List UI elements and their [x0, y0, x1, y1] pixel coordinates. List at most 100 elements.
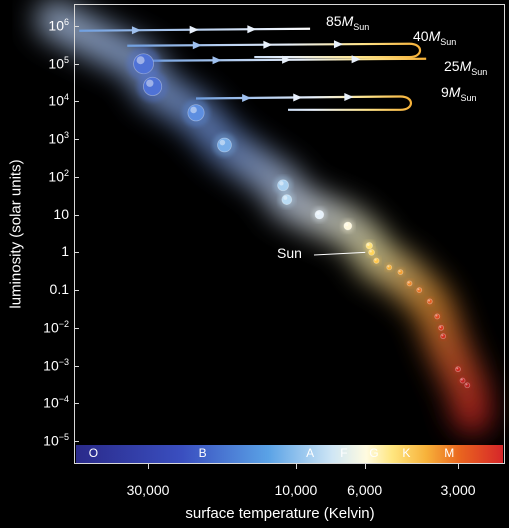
evolutionary-tracks	[79, 25, 427, 111]
y-tick-label: 0.1	[49, 281, 69, 298]
track-arrow	[282, 55, 292, 64]
spectral-class-b: B	[198, 446, 207, 460]
spectral-class-g: G	[369, 446, 379, 460]
y-tick-mark	[74, 441, 79, 442]
sun-pointer-line	[313, 251, 366, 256]
track-line	[196, 95, 413, 111]
track-arrow	[242, 93, 252, 102]
x-tick-label: 3,000	[440, 482, 476, 498]
x-tick-mark	[295, 463, 297, 469]
star-highlight	[316, 211, 320, 215]
track-arrow	[247, 25, 257, 34]
y-tick-label: 10−3	[43, 356, 69, 374]
track-label: 85MSun	[326, 13, 369, 32]
star-highlight	[398, 270, 401, 273]
track-label: 40MSun	[413, 28, 456, 47]
star-point	[373, 257, 380, 264]
star-point	[397, 269, 404, 275]
y-tick-mark	[74, 63, 79, 65]
star-point	[343, 221, 353, 231]
x-axis-label: surface temperature (Kelvin)	[185, 505, 375, 522]
star-highlight	[460, 378, 463, 381]
star-point	[217, 137, 232, 153]
track-label-mass: 25M	[444, 58, 472, 74]
star-point	[434, 313, 441, 320]
star-highlight	[279, 181, 284, 186]
y-tick-mark	[74, 26, 79, 27]
star-highlight	[283, 195, 288, 200]
star-highlight	[387, 265, 390, 268]
y-tick-mark	[74, 101, 79, 103]
spectral-class-bar	[76, 445, 503, 463]
star-highlight	[136, 56, 145, 65]
y-tick-label: 10	[53, 205, 69, 222]
track-label-sub: Sun	[353, 21, 370, 32]
x-tick-label: 6,000	[347, 482, 383, 498]
track-arrow	[192, 41, 202, 50]
star-highlight	[407, 281, 410, 284]
spectral-class-o: O	[88, 446, 99, 460]
y-tick-label: 10−2	[43, 318, 69, 336]
star-highlight	[465, 383, 468, 386]
track-25m-sun	[147, 55, 427, 65]
star-point	[133, 53, 154, 75]
star-highlight	[439, 325, 442, 328]
main-sequence-stars	[126, 46, 472, 390]
star-highlight	[374, 258, 377, 261]
y-tick-mark	[74, 139, 79, 141]
star-point	[368, 248, 375, 256]
track-label: 25MSun	[444, 58, 487, 77]
y-axis-label: luminosity (solar units)	[7, 159, 25, 309]
x-tick-label: 30,000	[126, 482, 170, 498]
star-point	[426, 298, 433, 305]
y-tick-mark	[74, 176, 79, 178]
star-highlight	[417, 288, 420, 291]
y-tick-label: 105	[48, 54, 69, 72]
track-arrow	[212, 56, 222, 65]
y-tick-mark	[74, 403, 79, 405]
track-label-mass: 85M	[326, 13, 354, 29]
track-arrow	[189, 25, 199, 34]
spectral-class-k: K	[402, 446, 411, 460]
star-point	[455, 366, 461, 373]
spectral-class-a: A	[306, 446, 315, 460]
x-tick-mark	[148, 463, 149, 469]
spectral-class-m: M	[444, 446, 455, 460]
track-85m-sun	[79, 25, 311, 35]
x-tick-mark	[458, 463, 459, 469]
star-highlight	[369, 250, 372, 253]
track-arrow	[131, 26, 141, 35]
track-arrow	[333, 40, 343, 49]
y-tick-label: 10−4	[43, 394, 69, 411]
track-arrow	[351, 55, 361, 64]
star-highlight	[441, 334, 444, 337]
star-highlight	[435, 314, 438, 317]
star-point	[314, 209, 325, 220]
star-point	[464, 382, 471, 389]
y-tick-label: 104	[48, 92, 69, 110]
star-highlight	[219, 139, 226, 146]
star-highlight	[456, 367, 459, 370]
x-tick-label: 10,000	[274, 482, 318, 498]
track-line	[127, 42, 422, 59]
y-tick-mark	[74, 252, 79, 254]
track-arrow	[263, 40, 273, 49]
y-tick-mark	[74, 365, 79, 367]
star-point	[406, 280, 413, 287]
track-arrow	[344, 92, 354, 101]
y-tick-label: 1	[61, 243, 69, 260]
star-point	[416, 287, 423, 293]
sun-label: Sun	[277, 245, 302, 261]
star-point	[187, 104, 205, 122]
star-highlight	[345, 223, 349, 227]
track-label: 9MSun	[441, 84, 476, 103]
y-tick-label: 102	[48, 167, 69, 185]
track-label-sub: Sun	[460, 92, 477, 103]
spectral-class-f: F	[340, 446, 348, 460]
star-point	[277, 179, 289, 192]
sun-annotation	[313, 251, 366, 256]
main-sequence-glow	[35, 0, 492, 434]
star-highlight	[366, 243, 370, 246]
